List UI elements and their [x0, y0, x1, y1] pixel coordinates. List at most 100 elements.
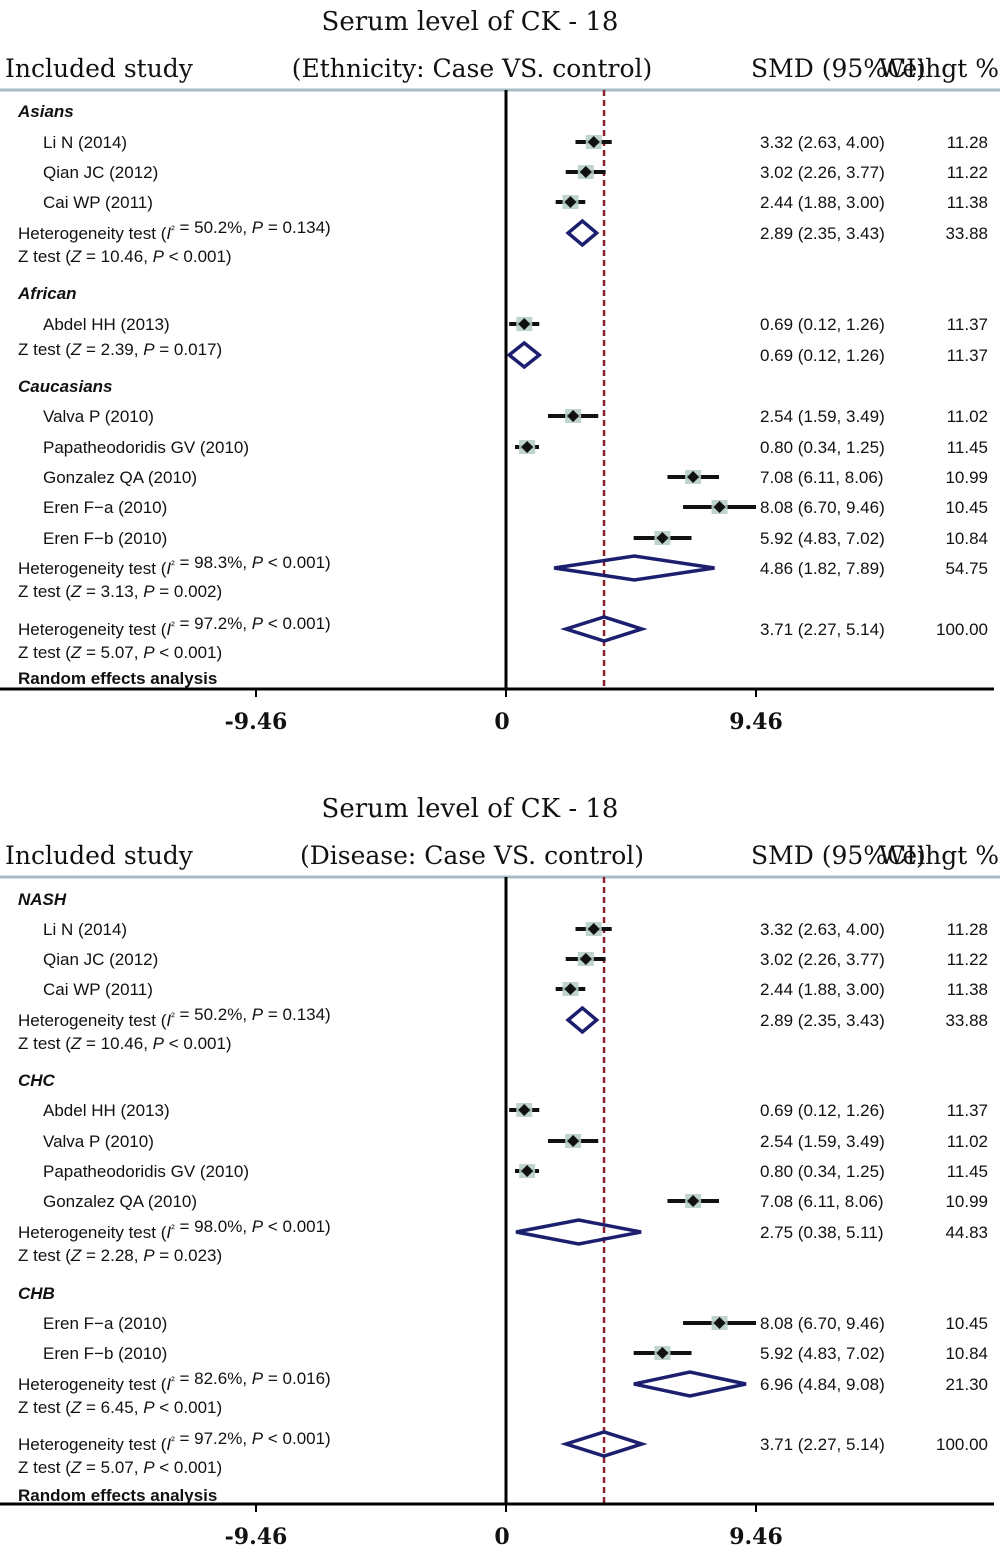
- pooled-weight: 33.88: [945, 1011, 988, 1030]
- pooled-ci: 6.96 (4.84, 9.08): [760, 1375, 885, 1394]
- study-point-estimate: [687, 471, 700, 483]
- model-label: Random effects analysis: [18, 669, 217, 688]
- x-tick-label: 0: [494, 1524, 509, 1550]
- x-tick-label: 9.46: [729, 1524, 783, 1550]
- study-ci: 3.02 (2.26, 3.77): [760, 163, 885, 182]
- z-test: Z test (Z = 10.46, P < 0.001): [18, 247, 232, 266]
- pooled-weight: 33.88: [945, 224, 988, 243]
- pooled-ci: 4.86 (1.82, 7.89): [760, 559, 885, 578]
- study-label: Gonzalez QA (2010): [43, 1192, 197, 1211]
- pooled-diamond: [565, 218, 600, 248]
- subgroup-label: Caucasians: [18, 377, 113, 396]
- header-included-study: Included study: [5, 54, 194, 83]
- subgroup-label: African: [17, 284, 77, 303]
- study-point-estimate: [567, 1135, 580, 1147]
- pooled-ci: 3.71 (2.27, 5.14): [760, 620, 885, 639]
- study-ci: 8.08 (6.70, 9.46): [760, 498, 885, 517]
- z-test: Z test (Z = 5.07, P < 0.001): [18, 643, 222, 662]
- x-tick-label: -9.46: [225, 1524, 288, 1550]
- heterogeneity-test: Heterogeneity test (I² = 98.3%, P < 0.00…: [18, 553, 331, 578]
- study-label: Papatheodoridis GV (2010): [43, 438, 249, 457]
- z-test: Z test (Z = 2.28, P = 0.023): [18, 1246, 222, 1265]
- heterogeneity-test: Heterogeneity test (I² = 50.2%, P = 0.13…: [18, 1005, 331, 1030]
- study-label: Eren F−a (2010): [43, 498, 167, 517]
- z-test: Z test (Z = 2.39, P = 0.017): [18, 340, 222, 359]
- pooled-ci: 3.71 (2.27, 5.14): [760, 1435, 885, 1454]
- study-point-estimate: [587, 923, 600, 935]
- subgroup-label: NASH: [18, 890, 67, 909]
- study-weight: 11.22: [947, 163, 988, 182]
- overall-diamond: [560, 615, 648, 643]
- study-point-estimate: [567, 410, 580, 422]
- study-point-estimate: [579, 953, 592, 965]
- pooled-weight: 44.83: [945, 1223, 988, 1242]
- chart-title: Serum level of CK - 18: [322, 794, 619, 824]
- study-ci: 8.08 (6.70, 9.46): [760, 1314, 885, 1333]
- heterogeneity-test: Heterogeneity test (I² = 97.2%, P < 0.00…: [18, 1429, 331, 1454]
- study-weight: 11.45: [947, 1162, 988, 1181]
- z-test: Z test (Z = 6.45, P < 0.001): [18, 1398, 222, 1417]
- heterogeneity-test: Heterogeneity test (I² = 50.2%, P = 0.13…: [18, 218, 331, 243]
- study-ci: 0.69 (0.12, 1.26): [760, 1101, 885, 1120]
- study-ci: 2.44 (1.88, 3.00): [760, 193, 885, 212]
- heterogeneity-test: Heterogeneity test (I² = 97.2%, P < 0.00…: [18, 614, 331, 639]
- pooled-diamond: [565, 1005, 600, 1035]
- study-ci: 5.92 (4.83, 7.02): [760, 529, 885, 548]
- study-point-estimate: [587, 136, 600, 148]
- study-point-estimate: [521, 1165, 534, 1177]
- study-point-estimate: [579, 166, 592, 178]
- pooled-weight: 21.30: [945, 1375, 988, 1394]
- study-weight: 10.99: [945, 1192, 988, 1211]
- study-label: Abdel HH (2013): [43, 1101, 170, 1120]
- pooled-diamond: [633, 1370, 747, 1398]
- forest-panel-2: Serum level of CK - 18 Included study (Dis…: [0, 794, 1000, 1550]
- study-weight: 11.02: [947, 407, 988, 426]
- study-ci: 3.32 (2.63, 4.00): [760, 920, 885, 939]
- study-label: Gonzalez QA (2010): [43, 468, 197, 487]
- study-ci: 7.08 (6.11, 8.06): [760, 468, 884, 487]
- study-label: Li N (2014): [43, 920, 127, 939]
- study-label: Eren F−b (2010): [43, 1344, 167, 1363]
- study-ci: 5.92 (4.83, 7.02): [760, 1344, 885, 1363]
- study-weight: 11.37: [947, 1101, 988, 1120]
- study-label: Eren F−b (2010): [43, 529, 167, 548]
- study-weight: 10.45: [945, 498, 988, 517]
- study-label: Cai WP (2011): [43, 193, 153, 212]
- header-weight: Weihgt %: [879, 54, 999, 83]
- study-weight: 10.99: [945, 468, 988, 487]
- study-label: Cai WP (2011): [43, 980, 153, 999]
- x-tick-label: 9.46: [729, 709, 783, 735]
- study-point-estimate: [518, 318, 531, 330]
- z-test: Z test (Z = 5.07, P < 0.001): [18, 1458, 222, 1477]
- z-test: Z test (Z = 10.46, P < 0.001): [18, 1034, 232, 1053]
- study-point-estimate: [656, 532, 669, 544]
- pooled-diamond: [553, 554, 715, 582]
- subgroup-label: CHB: [18, 1284, 55, 1303]
- study-weight: 11.38: [947, 980, 988, 999]
- study-weight: 10.84: [945, 1344, 988, 1363]
- study-ci: 7.08 (6.11, 8.06): [760, 1192, 884, 1211]
- pooled-weight: 100.00: [936, 620, 988, 639]
- study-weight: 11.22: [947, 950, 988, 969]
- study-ci: 2.54 (1.59, 3.49): [760, 407, 885, 426]
- header-included-study: Included study: [5, 841, 194, 870]
- pooled-ci: 2.89 (2.35, 3.43): [760, 224, 885, 243]
- chart-title: Serum level of CK - 18: [322, 7, 619, 37]
- subgroup-label: CHC: [18, 1071, 56, 1090]
- study-weight: 11.02: [947, 1132, 988, 1151]
- header-comparison: (Ethnicity: Case VS. control): [292, 54, 653, 83]
- study-ci: 0.80 (0.34, 1.25): [760, 1162, 885, 1181]
- study-ci: 3.02 (2.26, 3.77): [760, 950, 885, 969]
- study-label: Qian JC (2012): [43, 163, 158, 182]
- study-label: Li N (2014): [43, 133, 127, 152]
- pooled-ci: 0.69 (0.12, 1.26): [760, 346, 885, 365]
- heterogeneity-test: Heterogeneity test (I² = 98.0%, P < 0.00…: [18, 1217, 331, 1242]
- header-weight: Weihgt %: [879, 841, 999, 870]
- study-weight: 11.28: [947, 133, 988, 152]
- study-point-estimate: [564, 983, 577, 995]
- study-label: Valva P (2010): [43, 407, 154, 426]
- study-label: Valva P (2010): [43, 1132, 154, 1151]
- overall-diamond: [560, 1430, 648, 1458]
- pooled-ci: 2.75 (0.38, 5.11): [760, 1223, 884, 1242]
